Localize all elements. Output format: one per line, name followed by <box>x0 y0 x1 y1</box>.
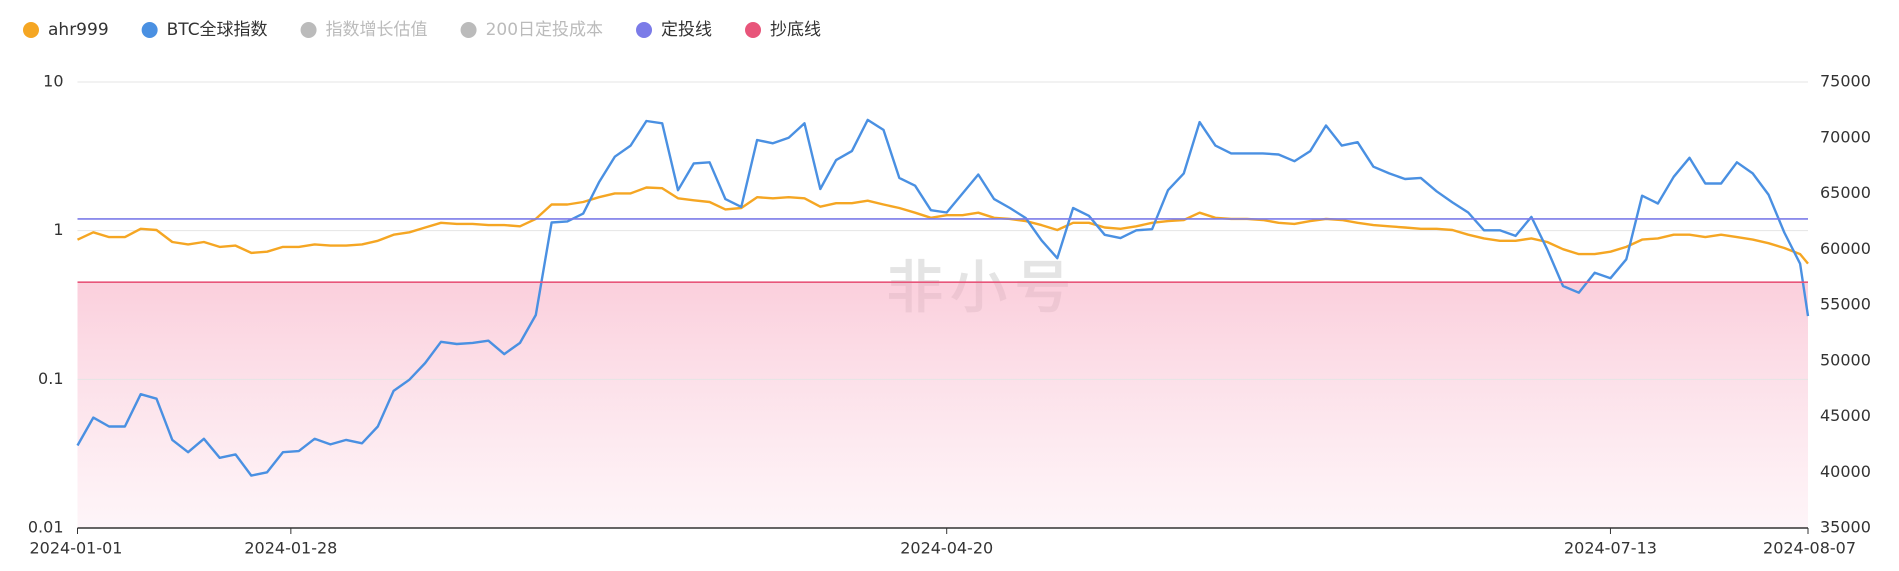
y-tick-label: 0.1 <box>38 369 63 388</box>
y2-tick-label: 45000 <box>1820 406 1871 425</box>
x-tick-label: 2024-04-20 <box>900 539 993 558</box>
legend-label: 200日定投成本 <box>486 20 603 40</box>
legend-label: 抄底线 <box>770 20 821 40</box>
legend-label: 定投线 <box>661 20 712 40</box>
legend-marker <box>636 22 653 38</box>
legend-item[interactable]: 指数增长估值 <box>300 20 428 40</box>
legend-marker <box>300 22 317 38</box>
x-tick-label: 2024-01-01 <box>30 539 123 558</box>
y2-tick-label: 75000 <box>1820 72 1871 91</box>
series-line <box>76 186 1809 265</box>
legend-marker <box>23 22 39 38</box>
y2-tick-label: 50000 <box>1820 350 1871 369</box>
x-tick-label: 2024-08-07 <box>1763 539 1856 558</box>
legend-item[interactable]: 抄底线 <box>745 20 821 40</box>
legend-item[interactable]: BTC全球指数 <box>141 20 268 40</box>
legend-item[interactable]: 200日定投成本 <box>460 20 603 40</box>
y2-tick-label: 55000 <box>1820 295 1871 314</box>
y2-tick-label: 60000 <box>1820 239 1871 258</box>
legend-marker <box>460 22 477 38</box>
y2-tick-label: 65000 <box>1820 183 1871 202</box>
legend-item[interactable]: 定投线 <box>636 20 712 40</box>
x-tick-label: 2024-01-28 <box>244 539 337 558</box>
y2-tick-label: 35000 <box>1820 518 1871 537</box>
y2-tick-label: 70000 <box>1820 127 1871 146</box>
legend-marker <box>745 22 762 38</box>
y-tick-label: 0.01 <box>28 518 64 537</box>
legend-marker <box>141 22 158 38</box>
legend-item[interactable]: ahr999 <box>23 20 109 40</box>
series-line <box>76 118 1810 477</box>
y-tick-label: 1 <box>53 220 63 239</box>
fill-area <box>77 282 1808 528</box>
x-tick-label: 2024-07-13 <box>1564 539 1657 558</box>
y-tick-label: 10 <box>43 72 63 91</box>
legend-label: BTC全球指数 <box>167 20 268 40</box>
y2-tick-label: 40000 <box>1820 462 1871 481</box>
legend-label: ahr999 <box>48 20 109 40</box>
legend-label: 指数增长估值 <box>326 20 428 40</box>
